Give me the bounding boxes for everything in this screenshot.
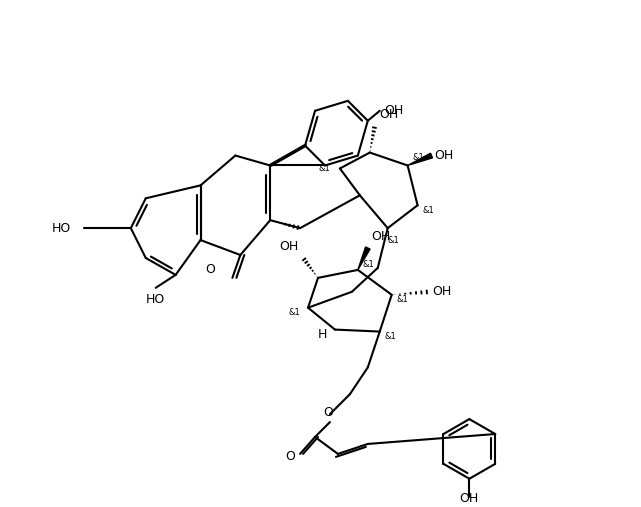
Text: OH: OH [279,240,298,253]
Text: OH: OH [460,492,479,504]
Text: O: O [285,450,295,463]
Polygon shape [358,247,370,270]
Polygon shape [408,153,433,165]
Text: &1: &1 [363,261,374,269]
Text: &1: &1 [413,153,424,162]
Text: OH: OH [379,107,399,121]
Text: HO: HO [146,293,165,306]
Text: HO: HO [52,222,71,235]
Text: O: O [323,406,333,419]
Text: OH: OH [370,230,390,243]
Text: &1: &1 [422,206,435,215]
Text: &1: &1 [385,332,397,341]
Text: OH: OH [433,285,452,298]
Text: &1: &1 [288,308,300,317]
Text: &1: &1 [388,236,399,244]
Text: O: O [206,264,215,276]
Text: OH: OH [435,149,454,162]
Text: H: H [317,328,327,341]
Text: &1: &1 [397,295,408,304]
Text: &1: &1 [318,164,330,173]
Text: OH: OH [385,104,404,117]
